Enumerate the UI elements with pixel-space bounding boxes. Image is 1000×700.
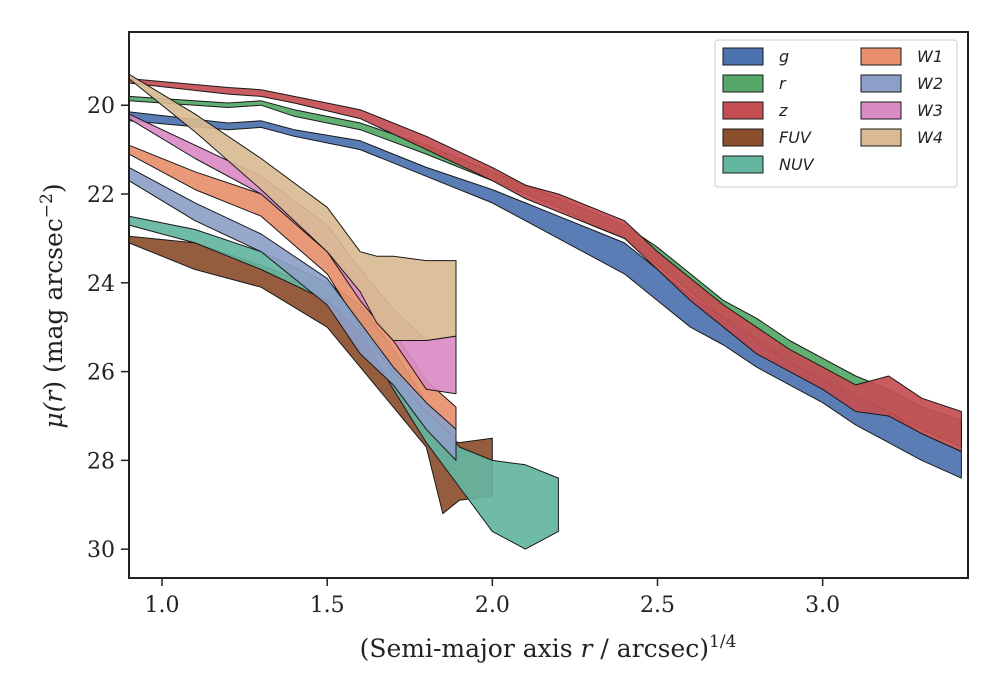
y-tick-label: 28 (87, 449, 115, 474)
x-tick-label: 1.5 (310, 593, 345, 618)
x-tick-label: 3.0 (805, 593, 840, 618)
legend-swatch-nuv (722, 155, 764, 174)
plot-frame (128, 31, 969, 579)
x-tick-label: 2.5 (640, 593, 675, 618)
legend-swatch-w4 (860, 128, 902, 147)
legend-swatch-z (722, 101, 764, 120)
legend-label-g: g (779, 47, 789, 66)
legend-label-z: z (778, 101, 788, 120)
x-tick-label: 1.0 (145, 593, 180, 618)
legend: grz FUV NUV W1 W2 W3 W4 (714, 39, 958, 188)
y-tick-label: 30 (87, 538, 115, 563)
band-z (128, 78, 962, 452)
band-w2 (128, 166, 457, 461)
x-axis-label: (Semi-major axis r / arcsec)1/4 (360, 632, 737, 663)
legend-swatch-fuv (722, 128, 764, 147)
legend-swatch-g (722, 47, 764, 66)
legend-label-w2: W2 (917, 74, 943, 93)
legend-swatch-w2 (860, 74, 902, 93)
y-tick-label: 22 (87, 183, 115, 208)
legend-swatch-r (722, 74, 764, 93)
x-axis-ticks: 1.0 1.5 2.0 2.5 3.0 (145, 578, 840, 618)
legend-swatch-w1 (860, 47, 902, 66)
legend-swatch-w3 (860, 101, 902, 120)
legend-label-r: r (779, 74, 787, 93)
legend-label-w1: W1 (917, 47, 943, 66)
y-tick-label: 26 (87, 361, 115, 386)
band-g (128, 111, 962, 479)
x-tick-label: 2.0 (475, 593, 510, 618)
y-axis-ticks: 20 22 24 26 28 30 (87, 94, 129, 563)
legend-label-w3: W3 (917, 101, 943, 120)
legend-label-w4: W4 (917, 128, 943, 147)
y-tick-label: 20 (87, 94, 115, 119)
y-axis-label: μ(r) (mag arcsec−2) (37, 183, 68, 428)
y-tick-label: 24 (87, 272, 115, 297)
legend-label-fuv: FUV (779, 128, 812, 147)
series-bands (128, 73, 962, 550)
legend-label-nuv: NUV (779, 155, 815, 174)
band-w4 (128, 73, 457, 341)
